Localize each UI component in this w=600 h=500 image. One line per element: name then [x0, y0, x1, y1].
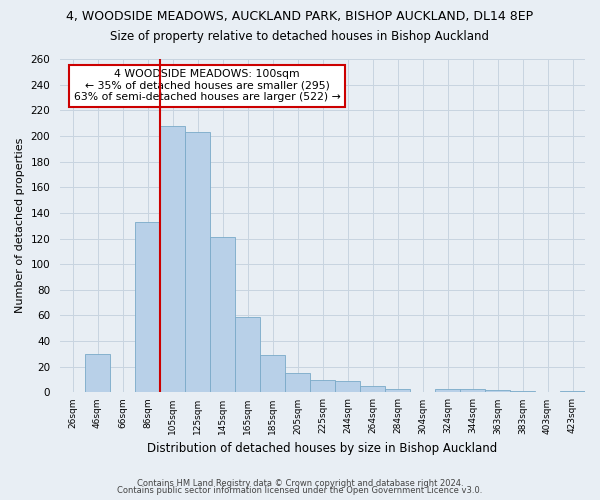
Bar — [335, 381, 360, 392]
Text: 4 WOODSIDE MEADOWS: 100sqm
← 35% of detached houses are smaller (295)
63% of sem: 4 WOODSIDE MEADOWS: 100sqm ← 35% of deta… — [74, 69, 340, 102]
Bar — [560, 391, 585, 392]
Bar — [285, 373, 310, 392]
Bar — [460, 388, 485, 392]
Text: Contains public sector information licensed under the Open Government Licence v3: Contains public sector information licen… — [118, 486, 482, 495]
Text: Contains HM Land Registry data © Crown copyright and database right 2024.: Contains HM Land Registry data © Crown c… — [137, 478, 463, 488]
Bar — [260, 355, 285, 393]
Bar — [210, 238, 235, 392]
Bar — [510, 391, 535, 392]
Bar — [385, 388, 410, 392]
Text: Size of property relative to detached houses in Bishop Auckland: Size of property relative to detached ho… — [110, 30, 490, 43]
Text: 4, WOODSIDE MEADOWS, AUCKLAND PARK, BISHOP AUCKLAND, DL14 8EP: 4, WOODSIDE MEADOWS, AUCKLAND PARK, BISH… — [67, 10, 533, 23]
Bar — [185, 132, 210, 392]
Bar — [485, 390, 510, 392]
Bar — [235, 317, 260, 392]
Bar — [360, 386, 385, 392]
Bar — [85, 354, 110, 393]
Bar — [135, 222, 160, 392]
Y-axis label: Number of detached properties: Number of detached properties — [15, 138, 25, 314]
Bar — [435, 388, 460, 392]
Bar — [160, 126, 185, 392]
Bar — [310, 380, 335, 392]
X-axis label: Distribution of detached houses by size in Bishop Auckland: Distribution of detached houses by size … — [148, 442, 497, 455]
